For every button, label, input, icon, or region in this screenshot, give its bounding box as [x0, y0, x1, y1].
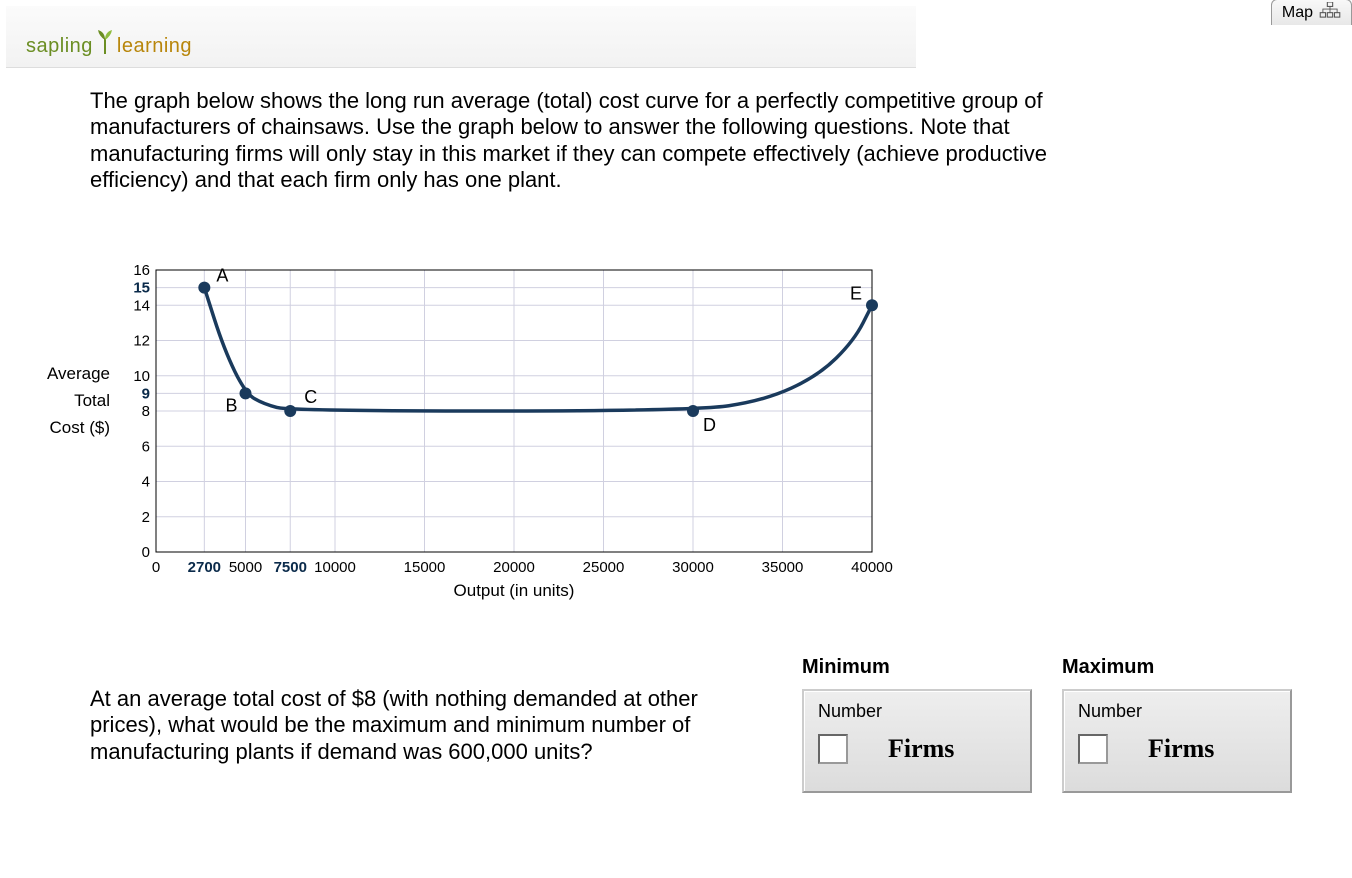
svg-text:8: 8	[142, 403, 150, 420]
svg-text:5000: 5000	[229, 559, 262, 576]
svg-text:B: B	[226, 395, 238, 415]
logo-text-left: sapling	[26, 35, 93, 58]
svg-text:D: D	[703, 415, 716, 435]
svg-text:2700: 2700	[188, 559, 221, 576]
cost-curve-chart: 0 2 4 6 8 10 12 14 16 9 15 0 5000 10000 15000 20000 2500…	[132, 262, 932, 622]
svg-text:40000: 40000	[851, 559, 893, 576]
svg-text:15: 15	[133, 280, 150, 297]
svg-text:0: 0	[152, 559, 160, 576]
svg-text:14: 14	[133, 297, 150, 314]
y-axis-title-line: Average	[30, 360, 110, 387]
svg-text:9: 9	[142, 385, 150, 402]
content-area: The graph below shows the long run avera…	[90, 88, 1292, 194]
answer-min-label: Number	[818, 701, 1016, 722]
answer-max-unit: Firms	[1148, 734, 1214, 764]
svg-text:Output (in units): Output (in units)	[454, 581, 575, 600]
sprout-icon	[95, 24, 115, 52]
svg-text:C: C	[304, 387, 317, 407]
svg-text:35000: 35000	[762, 559, 804, 576]
svg-text:25000: 25000	[583, 559, 625, 576]
svg-text:15000: 15000	[404, 559, 446, 576]
answer-min-box: Number Firms	[802, 689, 1032, 793]
svg-text:0: 0	[142, 544, 150, 561]
answer-min-unit: Firms	[888, 734, 954, 764]
answer-minimum: Minimum Number Firms	[802, 656, 1032, 793]
svg-text:6: 6	[142, 438, 150, 455]
svg-text:16: 16	[133, 262, 150, 279]
svg-text:A: A	[216, 266, 228, 286]
svg-text:30000: 30000	[672, 559, 714, 576]
answer-max-input[interactable]	[1078, 734, 1108, 764]
question-main: The graph below shows the long run avera…	[90, 88, 1150, 194]
svg-text:4: 4	[142, 474, 150, 491]
svg-text:10: 10	[133, 368, 150, 385]
svg-text:12: 12	[133, 333, 150, 350]
y-axis-title-line: Total	[30, 387, 110, 414]
logo-text-right: learning	[117, 35, 192, 58]
answer-max-heading: Maximum	[1062, 656, 1292, 679]
answer-min-heading: Minimum	[802, 656, 1032, 679]
svg-text:7500: 7500	[274, 559, 307, 576]
logo: sapling learning	[26, 24, 192, 58]
svg-text:20000: 20000	[493, 559, 535, 576]
answer-boxes: Minimum Number Firms Maximum Number Firm…	[802, 656, 1292, 793]
question-sub: At an average total cost of $8 (with not…	[90, 686, 712, 793]
svg-text:2: 2	[142, 509, 150, 526]
answer-max-box: Number Firms	[1062, 689, 1292, 793]
sitemap-icon	[1319, 2, 1341, 23]
answer-maximum: Maximum Number Firms	[1062, 656, 1292, 793]
map-tab[interactable]: Map	[1271, 0, 1352, 25]
y-axis-title-line: Cost ($)	[30, 414, 110, 441]
top-bar: Map	[1271, 0, 1352, 24]
answer-section: At an average total cost of $8 (with not…	[90, 656, 1292, 793]
header-banner: sapling learning	[6, 6, 916, 68]
svg-text:10000: 10000	[314, 559, 356, 576]
answer-max-label: Number	[1078, 701, 1276, 722]
map-tab-label: Map	[1282, 4, 1313, 22]
answer-min-input[interactable]	[818, 734, 848, 764]
svg-text:E: E	[850, 283, 862, 303]
y-axis-title: Average Total Cost ($)	[30, 360, 110, 442]
